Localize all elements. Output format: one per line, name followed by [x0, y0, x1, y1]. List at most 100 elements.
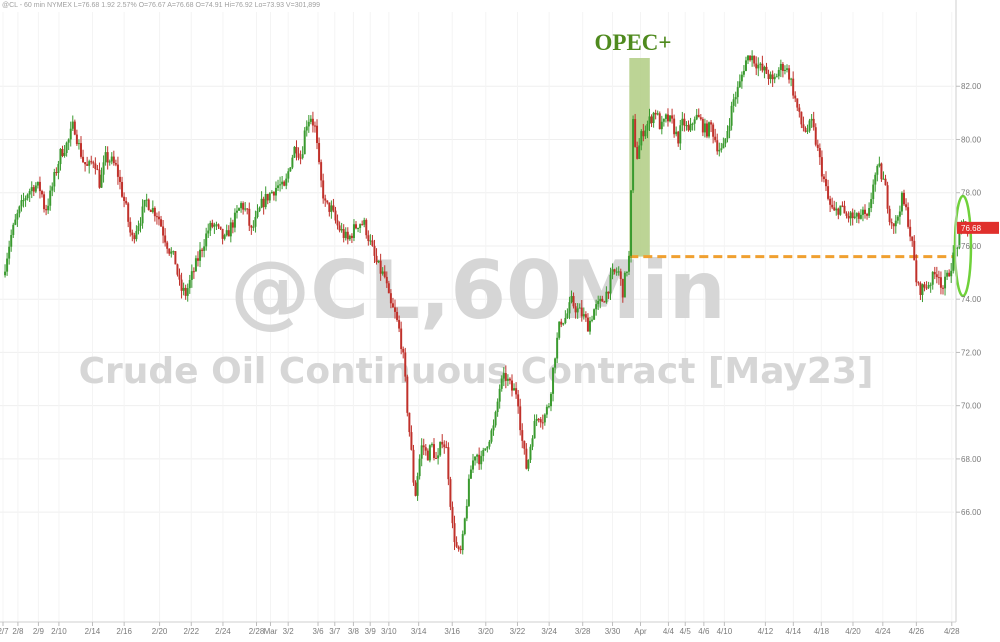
- candle-body: [461, 534, 464, 551]
- candle-body: [656, 113, 659, 115]
- candle-body: [751, 55, 754, 61]
- candle-body: [320, 162, 323, 181]
- candle-body: [605, 291, 608, 303]
- candle-body: [755, 63, 758, 69]
- candle-body: [730, 105, 733, 126]
- candle-body: [549, 393, 552, 407]
- candle-body: [874, 174, 877, 185]
- candle-body: [900, 192, 903, 212]
- candle-body: [513, 388, 516, 391]
- candle-body: [118, 176, 121, 182]
- candle-body: [227, 230, 230, 237]
- candle-body: [59, 148, 62, 165]
- candle-body: [500, 378, 503, 389]
- candle-body: [371, 240, 374, 246]
- candle-body: [445, 447, 448, 449]
- candle-body: [788, 68, 791, 80]
- candle-body: [937, 277, 940, 279]
- candle-body: [580, 307, 583, 317]
- x-tick-label: Mar: [264, 627, 278, 636]
- candle-body: [654, 112, 657, 115]
- x-tick-label: 2/22: [183, 627, 199, 636]
- candle-body: [184, 287, 187, 296]
- candle-body: [283, 181, 286, 186]
- candle-body: [435, 457, 438, 459]
- candle-body: [802, 124, 805, 129]
- candle-body: [728, 125, 731, 132]
- candle-body: [348, 235, 351, 240]
- candle-body: [765, 66, 768, 74]
- candle-body: [648, 116, 651, 124]
- opec-label: OPEC+: [595, 30, 672, 55]
- x-tick-label: 3/14: [411, 627, 427, 636]
- candle-body: [221, 228, 224, 239]
- candle-body: [190, 271, 193, 280]
- candle-body: [892, 223, 895, 227]
- x-tick-label: 4/24: [875, 627, 891, 636]
- candle-body: [153, 207, 156, 217]
- candle-body: [205, 233, 208, 247]
- candle-body: [693, 119, 696, 124]
- candle-body: [217, 224, 220, 227]
- candle-body: [313, 125, 316, 127]
- candle-body: [861, 209, 864, 215]
- candle-body: [515, 388, 518, 395]
- candle-body: [49, 190, 52, 206]
- candle-body: [833, 207, 836, 211]
- candle-body: [414, 482, 417, 496]
- candle-body: [357, 227, 360, 229]
- candle-body: [880, 163, 883, 180]
- candle-body: [125, 200, 128, 204]
- candle-body: [560, 321, 563, 325]
- x-tick-label: 4/4: [663, 627, 675, 636]
- candle-body: [248, 208, 251, 226]
- candle-body: [209, 222, 212, 231]
- candle-body: [30, 187, 33, 192]
- candle-body: [576, 308, 579, 313]
- candle-body: [336, 220, 339, 226]
- x-tick-label: 3/2: [283, 627, 295, 636]
- candle-body: [114, 163, 117, 165]
- candle-body: [90, 161, 93, 163]
- x-tick-label: 2/24: [215, 627, 231, 636]
- candle-body: [359, 224, 362, 228]
- candle-body: [921, 284, 924, 295]
- candle-body: [634, 119, 637, 147]
- candle-body: [552, 367, 555, 394]
- candle-body: [496, 401, 499, 413]
- candle-body: [155, 216, 158, 218]
- candle-body: [808, 120, 811, 131]
- candle-body: [738, 81, 741, 88]
- candle-body: [299, 157, 302, 159]
- candle-body: [853, 216, 856, 219]
- candle-body: [915, 260, 918, 283]
- candle-body: [53, 172, 56, 187]
- candle-body: [443, 444, 446, 448]
- candle-body: [726, 131, 729, 139]
- candle-body: [398, 320, 401, 329]
- candle-body: [289, 167, 292, 172]
- x-tick-label: 3/28: [575, 627, 591, 636]
- candle-body: [695, 114, 698, 120]
- candle-body: [373, 245, 376, 256]
- candle-body: [123, 196, 126, 201]
- candle-body: [474, 456, 477, 461]
- candle-body: [420, 445, 423, 459]
- candle-body: [476, 454, 479, 457]
- candle-body: [16, 213, 19, 220]
- candle-body: [303, 130, 306, 155]
- y-tick-label: 72.00: [961, 348, 982, 357]
- candle-body: [63, 152, 66, 156]
- candle-body: [941, 287, 944, 289]
- x-tick-label: 3/10: [381, 627, 397, 636]
- candle-body: [929, 284, 932, 286]
- candle-body: [792, 78, 795, 96]
- candle-body: [32, 187, 35, 192]
- y-tick-label: 78.00: [961, 189, 982, 198]
- candle-body: [574, 306, 577, 313]
- y-tick-label: 80.00: [961, 135, 982, 144]
- candle-body: [428, 445, 431, 461]
- candle-body: [437, 455, 440, 459]
- candle-body: [8, 246, 11, 259]
- candle-body: [810, 118, 813, 121]
